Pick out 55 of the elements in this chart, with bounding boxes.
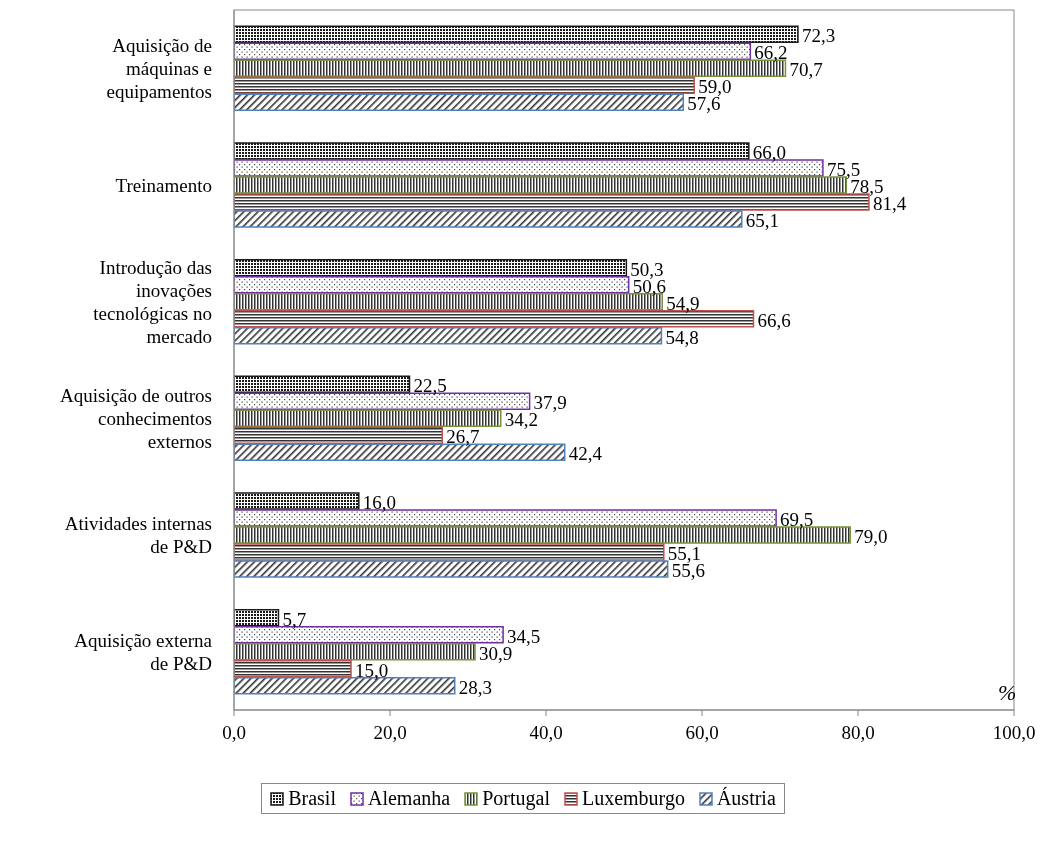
bar	[234, 42, 752, 61]
bar	[234, 93, 685, 112]
legend-label: Luxemburgo	[581, 787, 685, 810]
bar	[234, 659, 352, 678]
bar	[234, 76, 695, 95]
legend-label: Áustria	[716, 787, 776, 810]
data-label: 59,0	[698, 76, 732, 98]
x-tick-label: 20,0	[373, 722, 407, 744]
bar	[234, 543, 665, 561]
bar	[234, 608, 280, 627]
data-label: 15,0	[355, 659, 389, 681]
data-label: 5,7	[282, 608, 307, 630]
bar	[234, 560, 669, 578]
data-label: 70,7	[789, 59, 823, 81]
data-label: 72,3	[801, 25, 836, 47]
bar	[234, 275, 630, 294]
x-tick-label: 60,0	[685, 722, 719, 744]
y-tick-label: Introdução das inovações tecnológicas no mercado	[93, 256, 212, 347]
legend-label: Portugal	[482, 787, 550, 810]
bar	[234, 326, 663, 345]
data-label: 55,1	[667, 543, 702, 564]
data-label: 66,2	[754, 42, 788, 64]
data-label: 79,0	[854, 526, 888, 547]
data-label: 28,3	[458, 676, 492, 698]
bar	[234, 25, 799, 44]
bar	[234, 258, 628, 277]
x-tick-label: 40,0	[529, 722, 563, 744]
bar	[234, 210, 743, 228]
y-tick-label: Atividades internas de P&D	[64, 513, 212, 558]
legend-label: Brasil	[288, 787, 336, 810]
x-tick-label: 100,0	[992, 722, 1036, 744]
bar	[234, 142, 750, 160]
data-label: 69,5	[780, 509, 814, 530]
x-tick-label: 80,0	[841, 722, 875, 744]
data-label: 42,4	[568, 443, 603, 465]
data-label: 66,0	[752, 142, 787, 163]
y-tick-label: Aquisição de outros conhecimentos externos	[60, 384, 212, 452]
data-label: 22,5	[413, 375, 447, 397]
data-label: 26,7	[446, 426, 480, 448]
data-label: 54,8	[665, 326, 699, 348]
y-tick-label: Aquisição externa de P&D	[74, 629, 213, 674]
data-label: 66,6	[757, 309, 791, 331]
x-axis-title: %	[998, 680, 1017, 706]
bar	[234, 426, 444, 445]
legend-label: Alemanha	[367, 787, 451, 810]
bar	[234, 375, 411, 394]
bar	[234, 642, 476, 661]
y-tick-label: Treinamento	[115, 174, 212, 196]
bar	[234, 409, 502, 428]
x-tick-label: 0,0	[222, 722, 246, 744]
bar	[234, 492, 360, 510]
data-label: 65,1	[745, 210, 780, 231]
y-tick-label: Aquisição de máquinas e equipamentos	[106, 34, 212, 102]
data-label: 54,9	[666, 292, 700, 314]
data-label: 16,0	[362, 492, 397, 513]
